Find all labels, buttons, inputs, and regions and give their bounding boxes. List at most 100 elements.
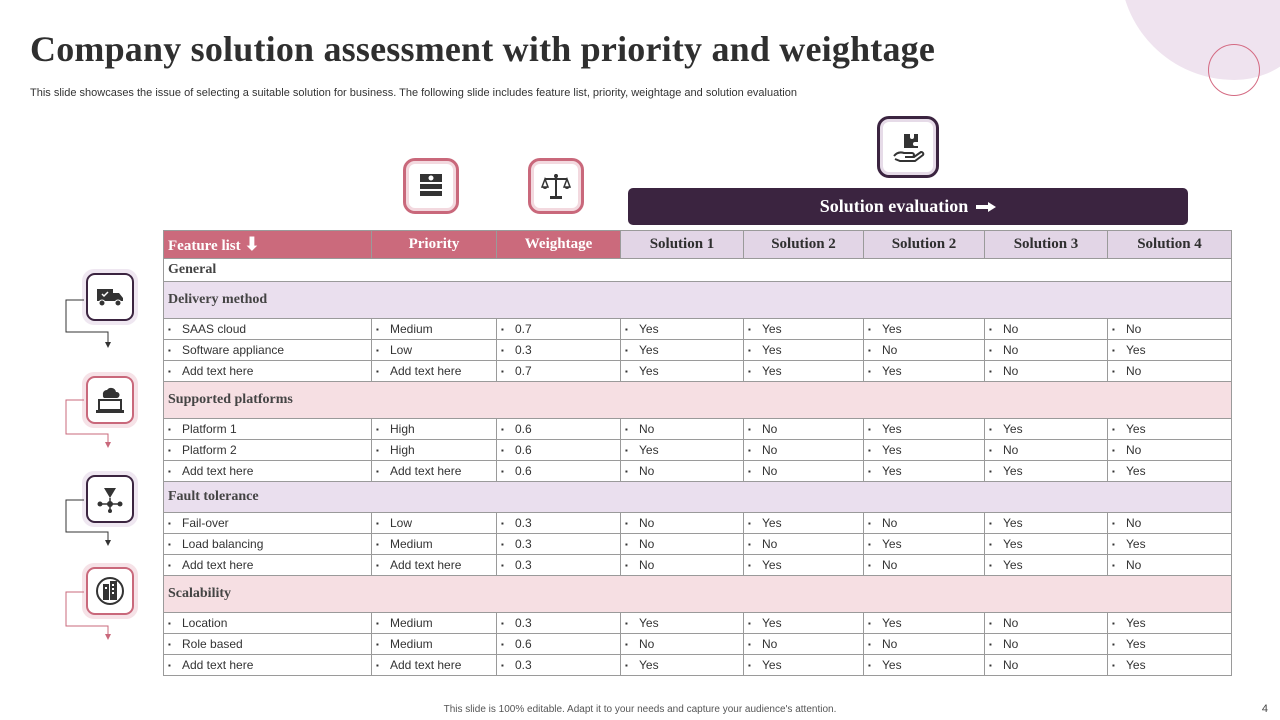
bullet-icon: ▪	[376, 519, 379, 529]
cell-value: Yes	[1003, 516, 1023, 530]
bullet-icon: ▪	[625, 640, 628, 650]
table-cell: ▪ Medium	[371, 612, 497, 634]
table-cell: ▪ Yes	[1107, 460, 1232, 482]
bullet-icon: ▪	[625, 425, 628, 435]
table-row: ▪ Platform 1 ▪ High ▪ 0.6 ▪ No ▪ No ▪ Yes ▪ Yes ▪ Yes	[163, 418, 1232, 440]
table-row: ▪ Load balancing ▪ Medium ▪ 0.3 ▪ No ▪ No ▪ Yes ▪ Yes…	[163, 533, 1232, 555]
table-cell: ▪ Add text here	[371, 460, 497, 482]
header-solution-4: Solution 4	[1107, 230, 1232, 259]
table-cell: ▪ High	[371, 439, 497, 461]
table-cell: ▪ Software appliance	[163, 339, 372, 361]
table-cell: ▪ Yes	[984, 418, 1108, 440]
cell-value: Low	[390, 516, 413, 530]
table-cell: ▪ No	[743, 633, 864, 655]
table-cell: ▪ SAAS cloud	[163, 318, 372, 340]
bullet-icon: ▪	[1112, 346, 1115, 356]
cell-value: No	[1003, 443, 1019, 457]
table-cell: ▪ No	[984, 318, 1108, 340]
bullet-icon: ▪	[1112, 367, 1115, 377]
bullet-icon: ▪	[501, 367, 504, 377]
table-cell: ▪ Add text here	[163, 554, 372, 576]
table-cell: ▪ No	[743, 418, 864, 440]
cell-value: Yes	[762, 343, 782, 357]
bullet-icon: ▪	[868, 346, 871, 356]
table-cell: ▪ Yes	[863, 439, 985, 461]
cell-value: Yes	[1126, 464, 1146, 478]
cell-value: Yes	[762, 616, 782, 630]
table-cell: ▪ Load balancing	[163, 533, 372, 555]
bullet-icon: ▪	[376, 640, 379, 650]
cell-value: No	[762, 637, 778, 651]
bullet-icon: ▪	[501, 467, 504, 477]
bullet-icon: ▪	[501, 425, 504, 435]
table-cell: ▪ Role based	[163, 633, 372, 655]
assessment-table: Feature list ⬇ Priority Weightage Soluti…	[163, 230, 1232, 676]
bullet-icon: ▪	[168, 619, 171, 629]
table-cell: ▪ No	[984, 612, 1108, 634]
cell-value: No	[639, 637, 655, 651]
table-cell: ▪ Yes	[863, 360, 985, 382]
cell-value: No	[762, 443, 778, 457]
bullet-icon: ▪	[868, 640, 871, 650]
bullet-icon: ▪	[989, 467, 992, 477]
hand-puzzle-icon	[877, 116, 939, 178]
table-cell: ▪ No	[620, 460, 744, 482]
cell-value: High	[390, 422, 415, 436]
bullet-icon: ▪	[748, 367, 751, 377]
bullet-icon: ▪	[168, 425, 171, 435]
cell-value: No	[882, 637, 898, 651]
table-cell: ▪ Add text here	[371, 654, 497, 676]
cell-value: 0.3	[515, 616, 532, 630]
bullet-icon: ▪	[168, 561, 171, 571]
cell-value: No	[762, 537, 778, 551]
table-cell: ▪ 0.3	[496, 512, 621, 534]
table-cell: ▪ Yes	[743, 339, 864, 361]
cell-value: No	[639, 422, 655, 436]
bullet-icon: ▪	[748, 425, 751, 435]
table-cell: ▪ No	[863, 554, 985, 576]
bullet-icon: ▪	[989, 561, 992, 571]
solution-evaluation-label: Solution evaluation	[819, 196, 969, 216]
bullet-icon: ▪	[989, 519, 992, 529]
cell-value: No	[1126, 322, 1142, 336]
page-number: 4	[1261, 703, 1268, 715]
table-cell: ▪ Add text here	[163, 360, 372, 382]
cell-value: Yes	[639, 443, 659, 457]
bullet-icon: ▪	[168, 519, 171, 529]
cell-value: No	[639, 558, 655, 572]
cell-value: Role based	[182, 637, 243, 651]
table-cell: ▪ No	[620, 418, 744, 440]
cell-value: No	[762, 464, 778, 478]
cell-value: 0.7	[515, 322, 532, 336]
table-cell: ▪ No	[620, 533, 744, 555]
footer-note: This slide is 100% editable. Adapt it to…	[443, 704, 837, 715]
cell-value: No	[882, 516, 898, 530]
table-cell: ▪ No	[1107, 360, 1232, 382]
cell-value: No	[1126, 443, 1142, 457]
cell-value: Yes	[1126, 616, 1146, 630]
table-cell: ▪ 0.6	[496, 633, 621, 655]
cell-value: Yes	[1003, 537, 1023, 551]
table-cell: ▪ No	[984, 654, 1108, 676]
cell-value: Yes	[882, 364, 902, 378]
bullet-icon: ▪	[376, 661, 379, 671]
cloud-laptop-icon	[82, 372, 138, 428]
page-title: Company solution assessment with priorit…	[30, 29, 936, 69]
cell-value: Yes	[639, 364, 659, 378]
bullet-icon: ▪	[168, 325, 171, 335]
cell-value: No	[1003, 658, 1019, 672]
bullet-icon: ▪	[376, 425, 379, 435]
bullet-icon: ▪	[501, 346, 504, 356]
cell-value: Add text here	[182, 364, 254, 378]
cell-value: Medium	[390, 616, 433, 630]
table-cell: ▪ Add text here	[371, 554, 497, 576]
bullet-icon: ▪	[1112, 661, 1115, 671]
table-cell: ▪ 0.3	[496, 533, 621, 555]
table-cell: ▪ Yes	[1107, 654, 1232, 676]
table-row: ▪ Fail-over ▪ Low ▪ 0.3 ▪ No ▪ Yes ▪ No ▪ Yes ▪ No	[163, 512, 1232, 534]
cell-value: 0.6	[515, 637, 532, 651]
table-cell: ▪ 0.3	[496, 339, 621, 361]
header-priority: Priority	[371, 230, 497, 259]
table-cell: ▪ 0.3	[496, 654, 621, 676]
cell-value: No	[1003, 637, 1019, 651]
